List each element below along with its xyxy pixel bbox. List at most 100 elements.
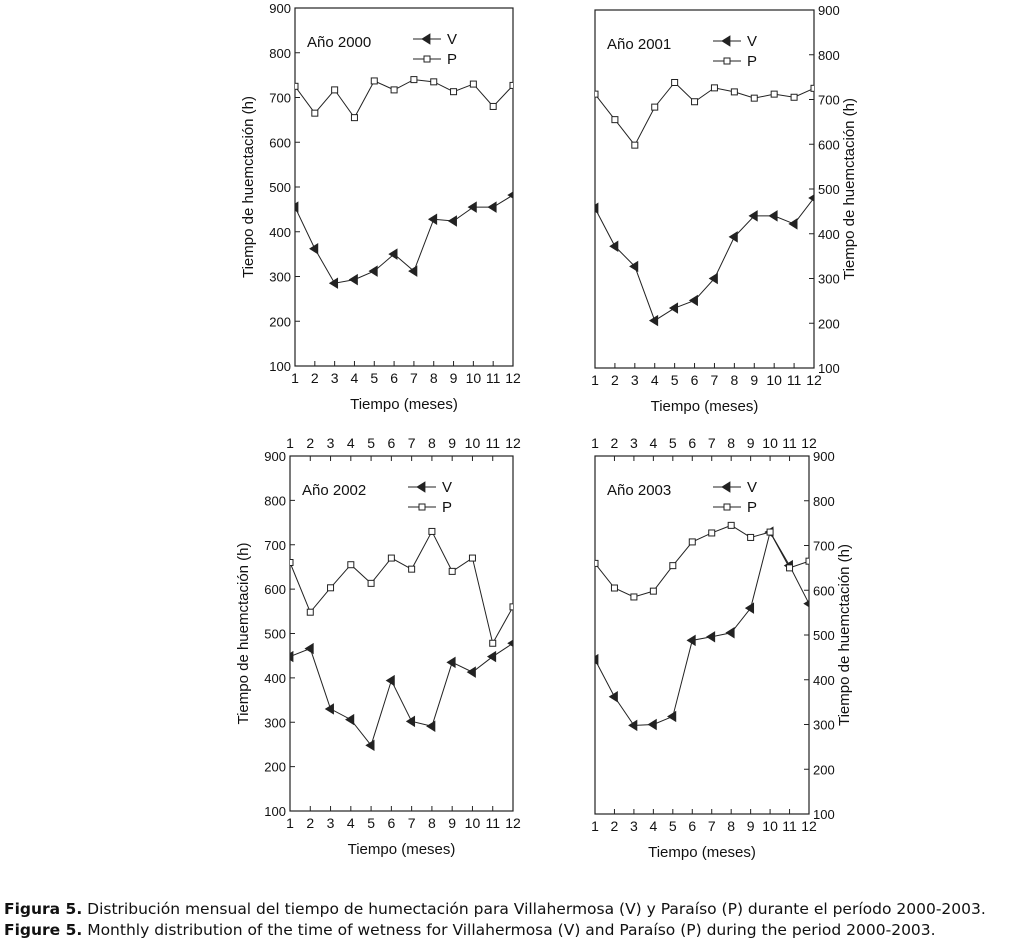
data-point-p <box>730 88 738 96</box>
x-tick-label-top: 12 <box>801 435 817 451</box>
series-line-v <box>595 530 809 726</box>
chart-panel: 1 2 3 4 5 6 7 8 9 10 11 121002003004005006007008009… <box>240 1 521 413</box>
data-point-v <box>648 314 659 327</box>
y-tick-label: 200 <box>264 760 286 775</box>
x-tick-label-top: 1 <box>591 435 599 451</box>
data-point-p <box>468 554 476 562</box>
y-tick-label: 300 <box>269 270 291 285</box>
y-tick-label: 200 <box>818 316 840 331</box>
y-tick-label: 900 <box>269 1 291 16</box>
x-tick-label: 3 <box>631 372 639 388</box>
x-tick-label: 4 <box>651 372 659 388</box>
data-point-v <box>328 277 339 289</box>
legend-marker <box>421 33 431 45</box>
x-tick-label-top: 11 <box>782 435 797 451</box>
data-point-v <box>290 650 294 663</box>
y-axis-label: Tiempo de huemctación (h) <box>836 544 853 726</box>
data-point-v <box>405 715 416 728</box>
data-point-v <box>728 231 738 243</box>
x-tick-label-top: 9 <box>747 435 755 451</box>
data-point-v <box>487 201 497 213</box>
series-line-p <box>595 81 814 147</box>
y-tick-label: 300 <box>818 272 840 287</box>
legend-label: P <box>747 499 757 516</box>
y-tick-label: 400 <box>813 673 835 688</box>
y-tick-label: 500 <box>818 182 840 197</box>
y-tick-label: 500 <box>264 627 286 642</box>
data-point-p <box>489 639 497 647</box>
x-tick-label: 12 <box>801 818 817 834</box>
data-point-v <box>507 639 513 647</box>
data-point-p <box>611 116 619 124</box>
x-tick-label: 10 <box>466 370 482 386</box>
y-tick-label: 500 <box>269 180 291 195</box>
y-tick-label: 300 <box>813 718 835 733</box>
y-tick-label: 100 <box>813 807 835 822</box>
legend-marker <box>723 57 731 65</box>
data-point-p <box>631 141 639 149</box>
data-point-v <box>595 653 599 666</box>
data-point-p <box>509 603 513 611</box>
x-tick-label: 9 <box>747 818 755 834</box>
legend-marker <box>423 55 431 63</box>
data-point-p <box>509 81 513 89</box>
caption-es-text: Distribución mensual del tiempo de humec… <box>87 900 986 918</box>
x-tick-label-top: 1 <box>286 435 294 451</box>
series-v <box>595 526 809 732</box>
chart-panel: 1122334455667788991010111112121002003004… <box>591 435 853 861</box>
data-point-p <box>805 557 809 565</box>
data-point-p <box>766 528 774 536</box>
data-point-v <box>667 710 677 723</box>
data-point-p <box>367 579 375 587</box>
x-tick-label: 3 <box>331 370 339 386</box>
x-tick-label: 1 <box>591 372 599 388</box>
x-axis-label: Tiempo (meses) <box>350 396 458 413</box>
x-tick-label-top: 5 <box>669 435 677 451</box>
y-tick-label: 900 <box>264 449 286 464</box>
series-line-p <box>295 79 513 119</box>
legend-marker <box>416 481 426 493</box>
legend-label: V <box>747 33 757 50</box>
legend-marker <box>721 35 731 47</box>
x-tick-label: 3 <box>630 818 638 834</box>
x-tick-label-top: 4 <box>347 435 355 451</box>
data-point-p <box>390 86 398 94</box>
data-point-v <box>628 719 638 732</box>
legend-label: P <box>747 53 757 70</box>
panel-title: Año 2001 <box>607 36 671 53</box>
x-tick-label: 4 <box>347 815 355 831</box>
data-point-p <box>448 567 456 575</box>
legend-label: V <box>442 479 452 496</box>
data-point-v <box>447 215 457 227</box>
series-p <box>595 521 809 601</box>
y-tick-label: 500 <box>813 628 835 643</box>
data-point-v <box>408 265 418 277</box>
x-tick-label: 10 <box>465 815 481 831</box>
x-tick-label: 9 <box>450 370 458 386</box>
y-tick-label: 700 <box>813 539 835 554</box>
data-point-p <box>727 521 735 529</box>
y-tick-label: 600 <box>818 137 840 152</box>
x-tick-label: 1 <box>291 370 299 386</box>
series-line-v <box>595 197 814 322</box>
data-point-p <box>710 84 718 92</box>
x-tick-label: 6 <box>387 815 395 831</box>
x-tick-label-top: 8 <box>727 435 735 451</box>
y-tick-label: 800 <box>264 493 286 508</box>
y-tick-label: 700 <box>818 93 840 108</box>
data-point-p <box>671 78 679 86</box>
x-tick-label: 11 <box>486 370 501 386</box>
legend: VP <box>408 479 452 516</box>
y-axis-label: Tiempo de huemctación (h) <box>841 98 858 280</box>
y-tick-label: 700 <box>264 538 286 553</box>
x-tick-label: 6 <box>688 818 696 834</box>
x-tick-label-top: 8 <box>428 435 436 451</box>
caption-en-text: Monthly distribution of the time of wetn… <box>87 921 936 939</box>
data-point-v <box>507 191 513 199</box>
legend: VP <box>413 31 457 68</box>
x-axis-label: Tiempo (meses) <box>651 398 759 415</box>
data-point-v <box>705 631 716 643</box>
data-point-v <box>427 213 438 225</box>
data-point-p <box>669 562 677 570</box>
data-point-v <box>385 674 395 687</box>
